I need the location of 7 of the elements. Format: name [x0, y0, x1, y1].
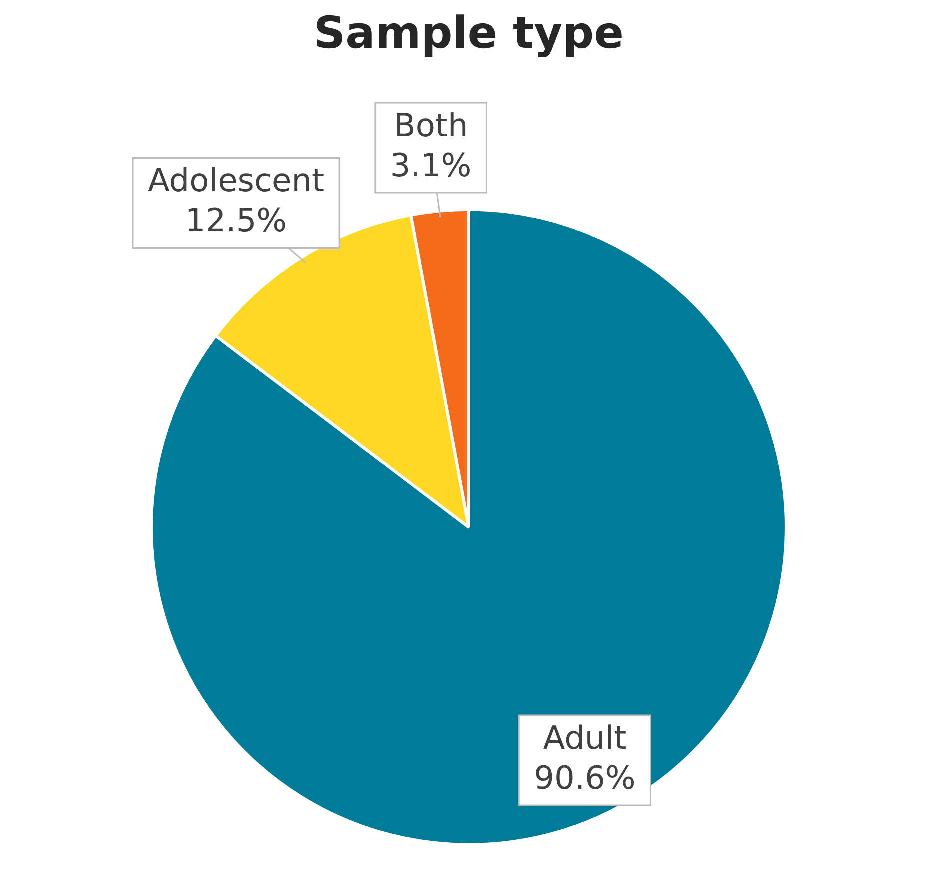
data-label: 90.6%: [534, 758, 636, 797]
slice-label: Both: [394, 106, 468, 144]
chart-title: Sample type: [314, 8, 624, 59]
data-label: 3.1%: [390, 146, 472, 184]
slice-label: Adult: [543, 718, 627, 757]
data-label: 12.5%: [185, 202, 288, 240]
slice-label: Adolescent: [148, 162, 325, 200]
